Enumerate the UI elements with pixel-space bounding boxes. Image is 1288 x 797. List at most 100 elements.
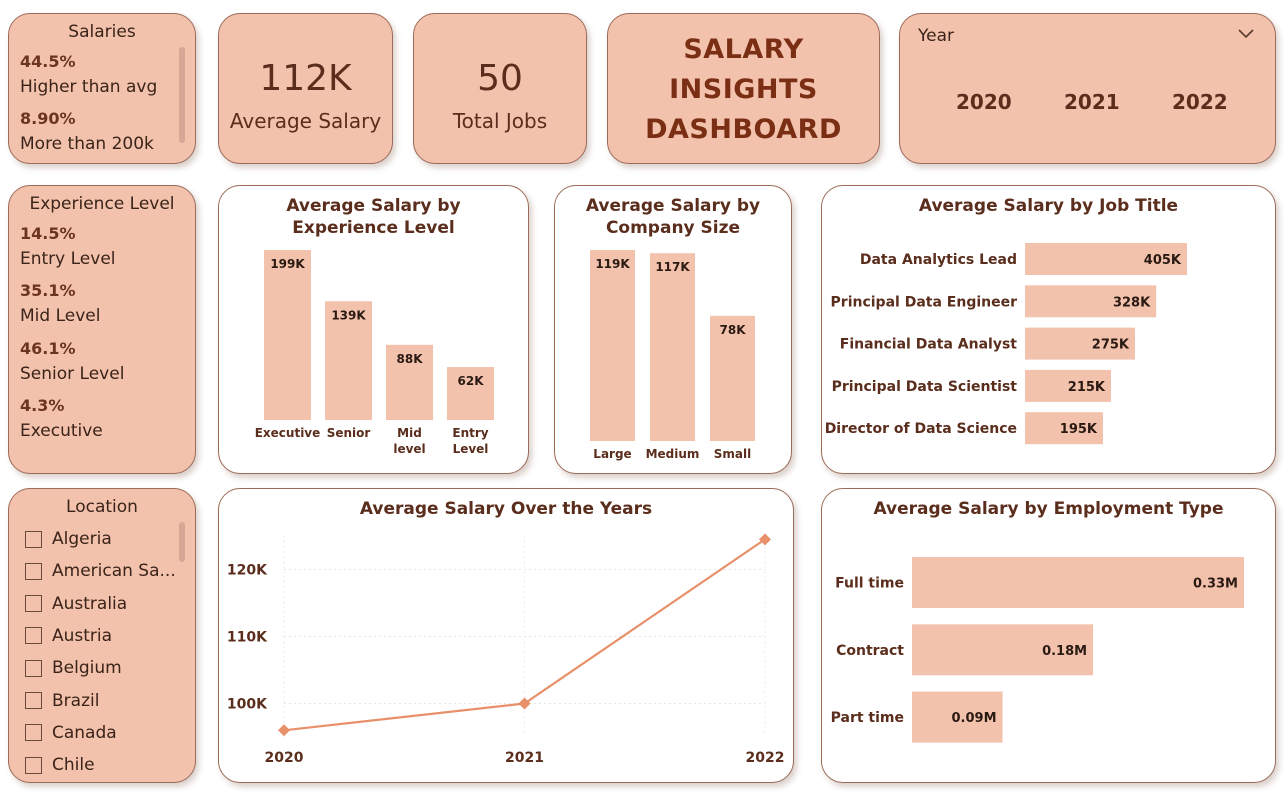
- experience-pct: 46.1%: [20, 339, 76, 358]
- dashboard-title-line: DASHBOARD: [645, 114, 842, 145]
- location-checkbox[interactable]: [25, 756, 42, 774]
- experience-level-title: Experience Level: [29, 194, 175, 214]
- experience-label: Senior Level: [20, 364, 125, 384]
- bar: [710, 315, 755, 441]
- y-tick-label: 100K: [227, 697, 268, 713]
- chart-title: Average Salary by Experience Level: [286, 196, 461, 238]
- experience-item-executive[interactable]: 4.3% Executive: [20, 396, 103, 441]
- chart-salary-by-employment-type: Average Salary by Employment Type 0.33M F…: [821, 488, 1276, 783]
- location-checkbox[interactable]: [25, 562, 42, 580]
- data-point: [759, 533, 771, 546]
- bar: [1025, 412, 1103, 445]
- category-label: Executive: [255, 426, 321, 440]
- chart-title: Average Salary Over the Years: [359, 499, 653, 519]
- data-label: 117K: [655, 260, 690, 274]
- salaries-item-more-than-200k[interactable]: 8.90% More than 200k: [20, 109, 154, 154]
- data-label: 0.09M: [952, 711, 997, 726]
- salaries-label: More than 200k: [20, 134, 154, 154]
- location-item[interactable]: Algeria: [25, 529, 112, 549]
- location-label: Algeria: [52, 529, 112, 549]
- employment-type-bar-chart: 0.33M Full time 0.18M Contract 0.09M Part tim…: [831, 557, 1244, 743]
- category-label: Mid: [397, 426, 422, 440]
- location-item[interactable]: Belgium: [25, 658, 122, 678]
- category-label: Principal Data Scientist: [832, 379, 1018, 395]
- bar: [912, 624, 1094, 676]
- dashboard-title-card: SALARY INSIGHTS DASHBOARD: [607, 13, 880, 164]
- chart-salary-by-job-title: Average Salary by Job Title 405K Data Ana…: [821, 185, 1276, 474]
- data-label: 328K: [1113, 295, 1151, 310]
- bar: [264, 250, 311, 420]
- category-label: Full time: [835, 576, 904, 592]
- location-label: Austria: [52, 625, 113, 646]
- chevron-down-icon[interactable]: [1237, 28, 1255, 40]
- data-label: 275K: [1092, 338, 1130, 353]
- category-label: Level: [453, 442, 489, 456]
- y-tick-label: 120K: [227, 563, 268, 579]
- location-label: Chile: [52, 755, 95, 776]
- category-label: Senior: [327, 426, 371, 440]
- category-label: Small: [714, 447, 751, 461]
- salaries-item-higher-than-avg[interactable]: 44.5% Higher than avg: [20, 52, 157, 97]
- data-label: 215K: [1068, 380, 1106, 395]
- location-label: American Sa...: [52, 561, 176, 582]
- location-scrollbar[interactable]: [179, 522, 185, 562]
- chart-salary-by-experience: Average Salary by Experience Level 199K E…: [218, 185, 529, 474]
- kpi-label: Total Jobs: [452, 109, 548, 133]
- dashboard-title-line: INSIGHTS: [669, 74, 818, 105]
- category-label: Medium: [646, 447, 700, 461]
- location-slicer: Location Algeria American Sa... Australia A…: [8, 488, 196, 783]
- data-label: 0.18M: [1042, 644, 1087, 659]
- salaries-pct: 8.90%: [20, 109, 76, 128]
- data-point: [278, 724, 290, 737]
- year-option-2022[interactable]: 2022: [1172, 90, 1228, 114]
- location-item[interactable]: Chile: [25, 755, 95, 775]
- experience-item-entry[interactable]: 14.5% Entry Level: [20, 224, 116, 269]
- category-label: level: [393, 442, 425, 456]
- location-checkbox[interactable]: [25, 692, 42, 709]
- year-slicer: Year 2020 2021 2022: [899, 13, 1276, 164]
- data-label: 139K: [331, 308, 366, 322]
- location-item[interactable]: Australia: [25, 594, 127, 614]
- experience-label: Mid Level: [20, 306, 101, 326]
- year-option-2020[interactable]: 2020: [956, 90, 1012, 114]
- bar: [912, 691, 1003, 743]
- salaries-pct: 44.5%: [20, 52, 76, 71]
- data-point: [518, 697, 531, 710]
- experience-level-slicer: Experience Level 14.5% Entry Level 35.1%…: [8, 185, 196, 474]
- bar: [325, 301, 372, 420]
- data-label: 78K: [720, 323, 747, 337]
- experience-bar-chart: 199K Executive 139K Senior 88K Mid level 62K Ent…: [255, 250, 494, 456]
- location-label: Australia: [52, 593, 128, 614]
- location-checkbox[interactable]: [25, 627, 42, 645]
- location-checkbox[interactable]: [25, 530, 42, 548]
- bar: [650, 253, 695, 441]
- category-label: Part time: [831, 710, 904, 726]
- location-checkbox[interactable]: [25, 724, 42, 742]
- kpi-value: 50: [477, 58, 523, 99]
- location-item[interactable]: Austria: [25, 626, 112, 646]
- experience-item-mid[interactable]: 35.1% Mid Level: [20, 281, 100, 326]
- bar: [1025, 243, 1187, 275]
- kpi-label: Average Salary: [229, 109, 382, 133]
- experience-label: Executive: [20, 421, 103, 441]
- year-option-2021[interactable]: 2021: [1064, 90, 1120, 114]
- location-label: Brazil: [52, 690, 100, 711]
- category-label: Director of Data Science: [825, 421, 1017, 437]
- location-item[interactable]: American Sa...: [25, 561, 176, 581]
- data-label: 62K: [458, 374, 485, 388]
- experience-item-senior[interactable]: 46.1% Senior Level: [20, 339, 124, 384]
- location-item[interactable]: Canada: [25, 723, 117, 743]
- location-checkbox[interactable]: [25, 595, 42, 613]
- chart-salary-over-years: Average Salary Over the Years 100K 110K 12…: [218, 488, 794, 783]
- category-label: Principal Data Engineer: [831, 294, 1018, 310]
- location-checkbox[interactable]: [25, 659, 42, 677]
- x-tick-label: 2020: [265, 750, 304, 766]
- experience-pct: 4.3%: [20, 396, 65, 415]
- location-item[interactable]: Brazil: [25, 691, 99, 711]
- kpi-value: 112K: [259, 58, 352, 99]
- bar: [447, 367, 494, 420]
- salaries-title: Salaries: [68, 22, 136, 42]
- salaries-scrollbar[interactable]: [179, 47, 185, 143]
- x-tick-label: 2021: [505, 750, 544, 766]
- bar: [912, 557, 1244, 608]
